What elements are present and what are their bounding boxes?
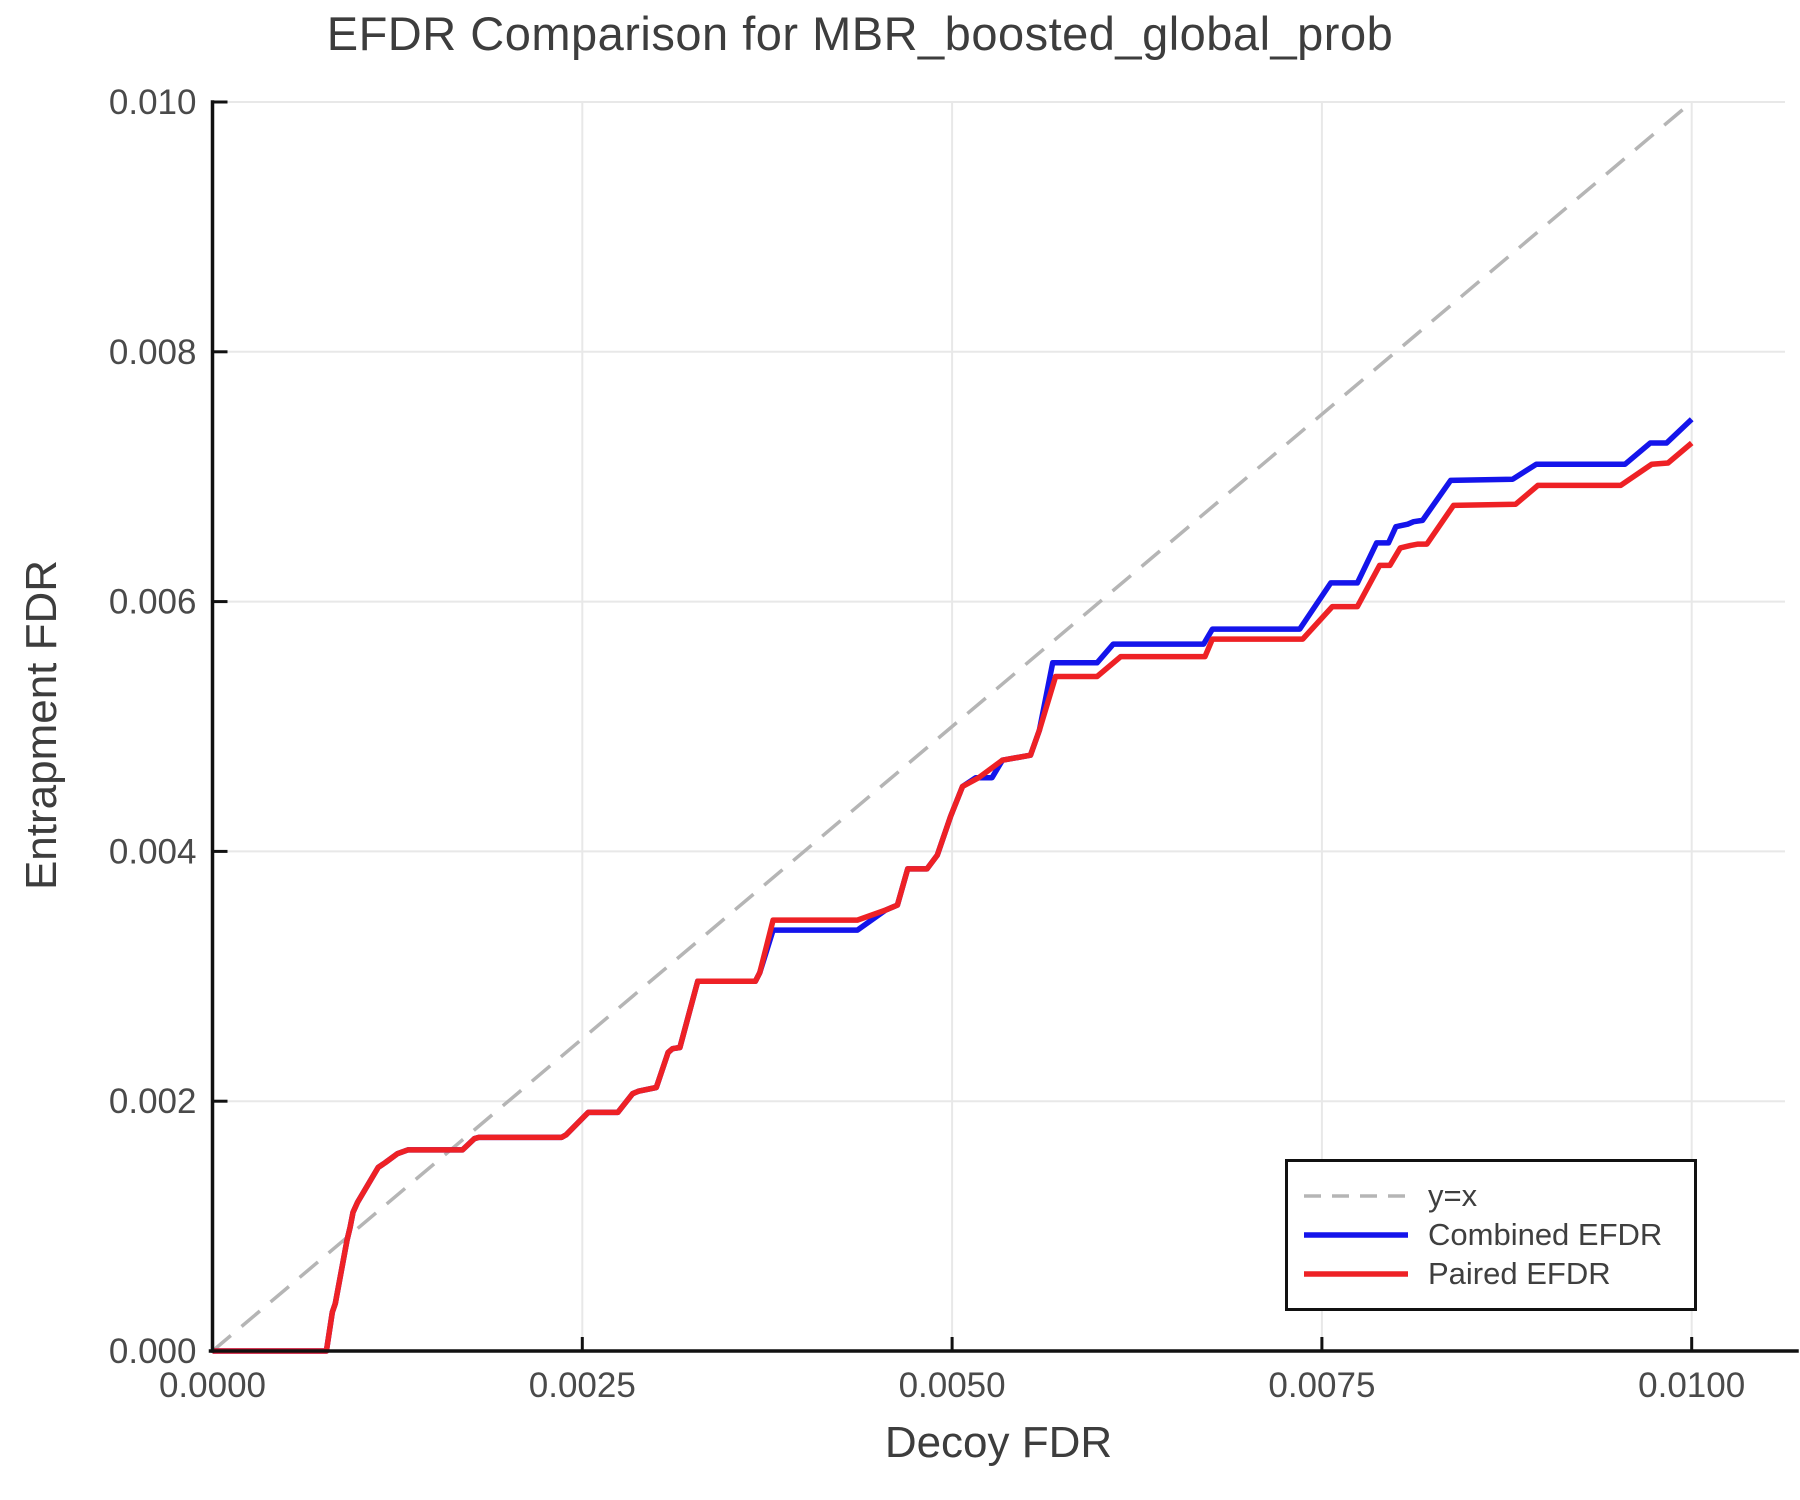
x-tick-label: 0.0100 [1638,1366,1745,1405]
legend-rows: y=x Combined EFDR Paired EFDR [1302,1177,1694,1294]
series-lines [211,100,1694,1354]
legend-line-sample [1304,1232,1408,1238]
x-tick-label: 0.0050 [899,1366,1006,1405]
chart-title: EFDR Comparison for MBR_boosted_global_p… [326,7,1394,60]
series-line-paired-efdr [212,440,1694,1354]
y-tick-label: 0.000 [109,1332,197,1371]
y-tick-label: 0.010 [109,83,197,122]
y-tick-label: 0.004 [109,832,197,871]
legend-item-y-x: y=x [1302,1177,1694,1216]
y-tick-label: 0.006 [109,583,197,622]
legend-item-paired-efdr: Paired EFDR [1302,1255,1694,1294]
legend-label: Paired EFDR [1428,1256,1611,1291]
legend-label: y=x [1428,1178,1478,1213]
x-tick-labels: 0.0000 0.0025 0.0050 0.0075 0.0100 [159,1366,1745,1405]
legend-item-combined-efdr: Combined EFDR [1302,1216,1694,1255]
y-tick-labels: 0.000 0.002 0.004 0.006 0.008 0.010 [109,83,197,1371]
legend-line-sample [1304,1194,1408,1198]
gridlines [212,101,1785,1351]
axes-spines [208,100,1799,1353]
legend-label: Combined EFDR [1428,1217,1663,1252]
y-tick-label: 0.008 [109,333,197,372]
axis-ticks [212,100,1694,1351]
legend-line-sample [1304,1271,1408,1277]
series-line-y-x [211,100,1693,1353]
x-axis-label: Decoy FDR [884,1418,1113,1467]
x-tick-label: 0.0000 [159,1366,266,1405]
x-tick-label: 0.0075 [1268,1366,1375,1405]
legend: y=x Combined EFDR Paired EFDR [1285,1159,1697,1311]
x-tick-label: 0.0025 [529,1366,636,1405]
y-tick-label: 0.002 [109,1082,197,1121]
